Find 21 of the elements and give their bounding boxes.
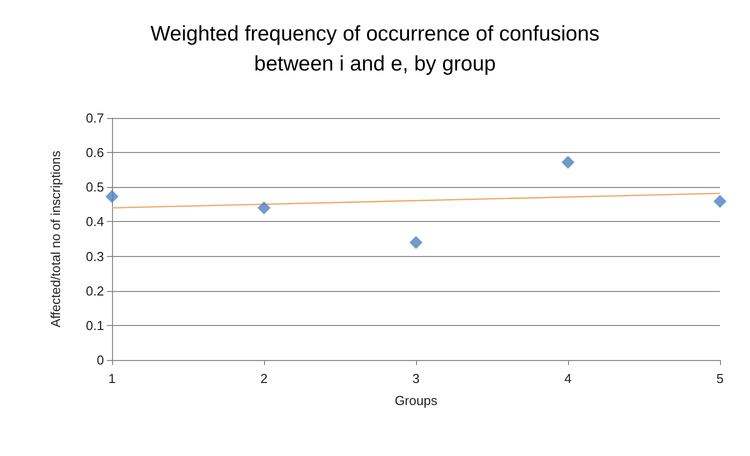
- y-tick-label: 0.5: [86, 180, 104, 195]
- y-tick-label: 0.7: [86, 110, 104, 126]
- point: [410, 236, 422, 249]
- point: [714, 194, 726, 208]
- point: [106, 190, 118, 203]
- x-tick-label: 2: [260, 371, 268, 386]
- x-tick-label: 4: [564, 371, 572, 386]
- y-tick-label: 0.1: [86, 318, 104, 333]
- point: [258, 201, 270, 214]
- x-axis-title: Groups: [394, 393, 438, 408]
- x-tick-label: 5: [716, 371, 724, 386]
- x-tick-label: 1: [108, 371, 116, 386]
- y-tick-label: 0.4: [86, 214, 104, 230]
- point: [562, 156, 574, 169]
- chart-title: Weighted frequency of occurrence of confusions between i and e, by group: [150, 22, 600, 76]
- y-tick-label: 0.6: [86, 145, 104, 160]
- y-axis-title: Affected/total no of inscriptions: [48, 150, 63, 328]
- y-tick-label: 0.2: [86, 283, 104, 298]
- y-tick-label: 0.3: [86, 248, 104, 264]
- y-tick-label: 0: [96, 352, 104, 368]
- x-tick-label: 3: [412, 371, 420, 386]
